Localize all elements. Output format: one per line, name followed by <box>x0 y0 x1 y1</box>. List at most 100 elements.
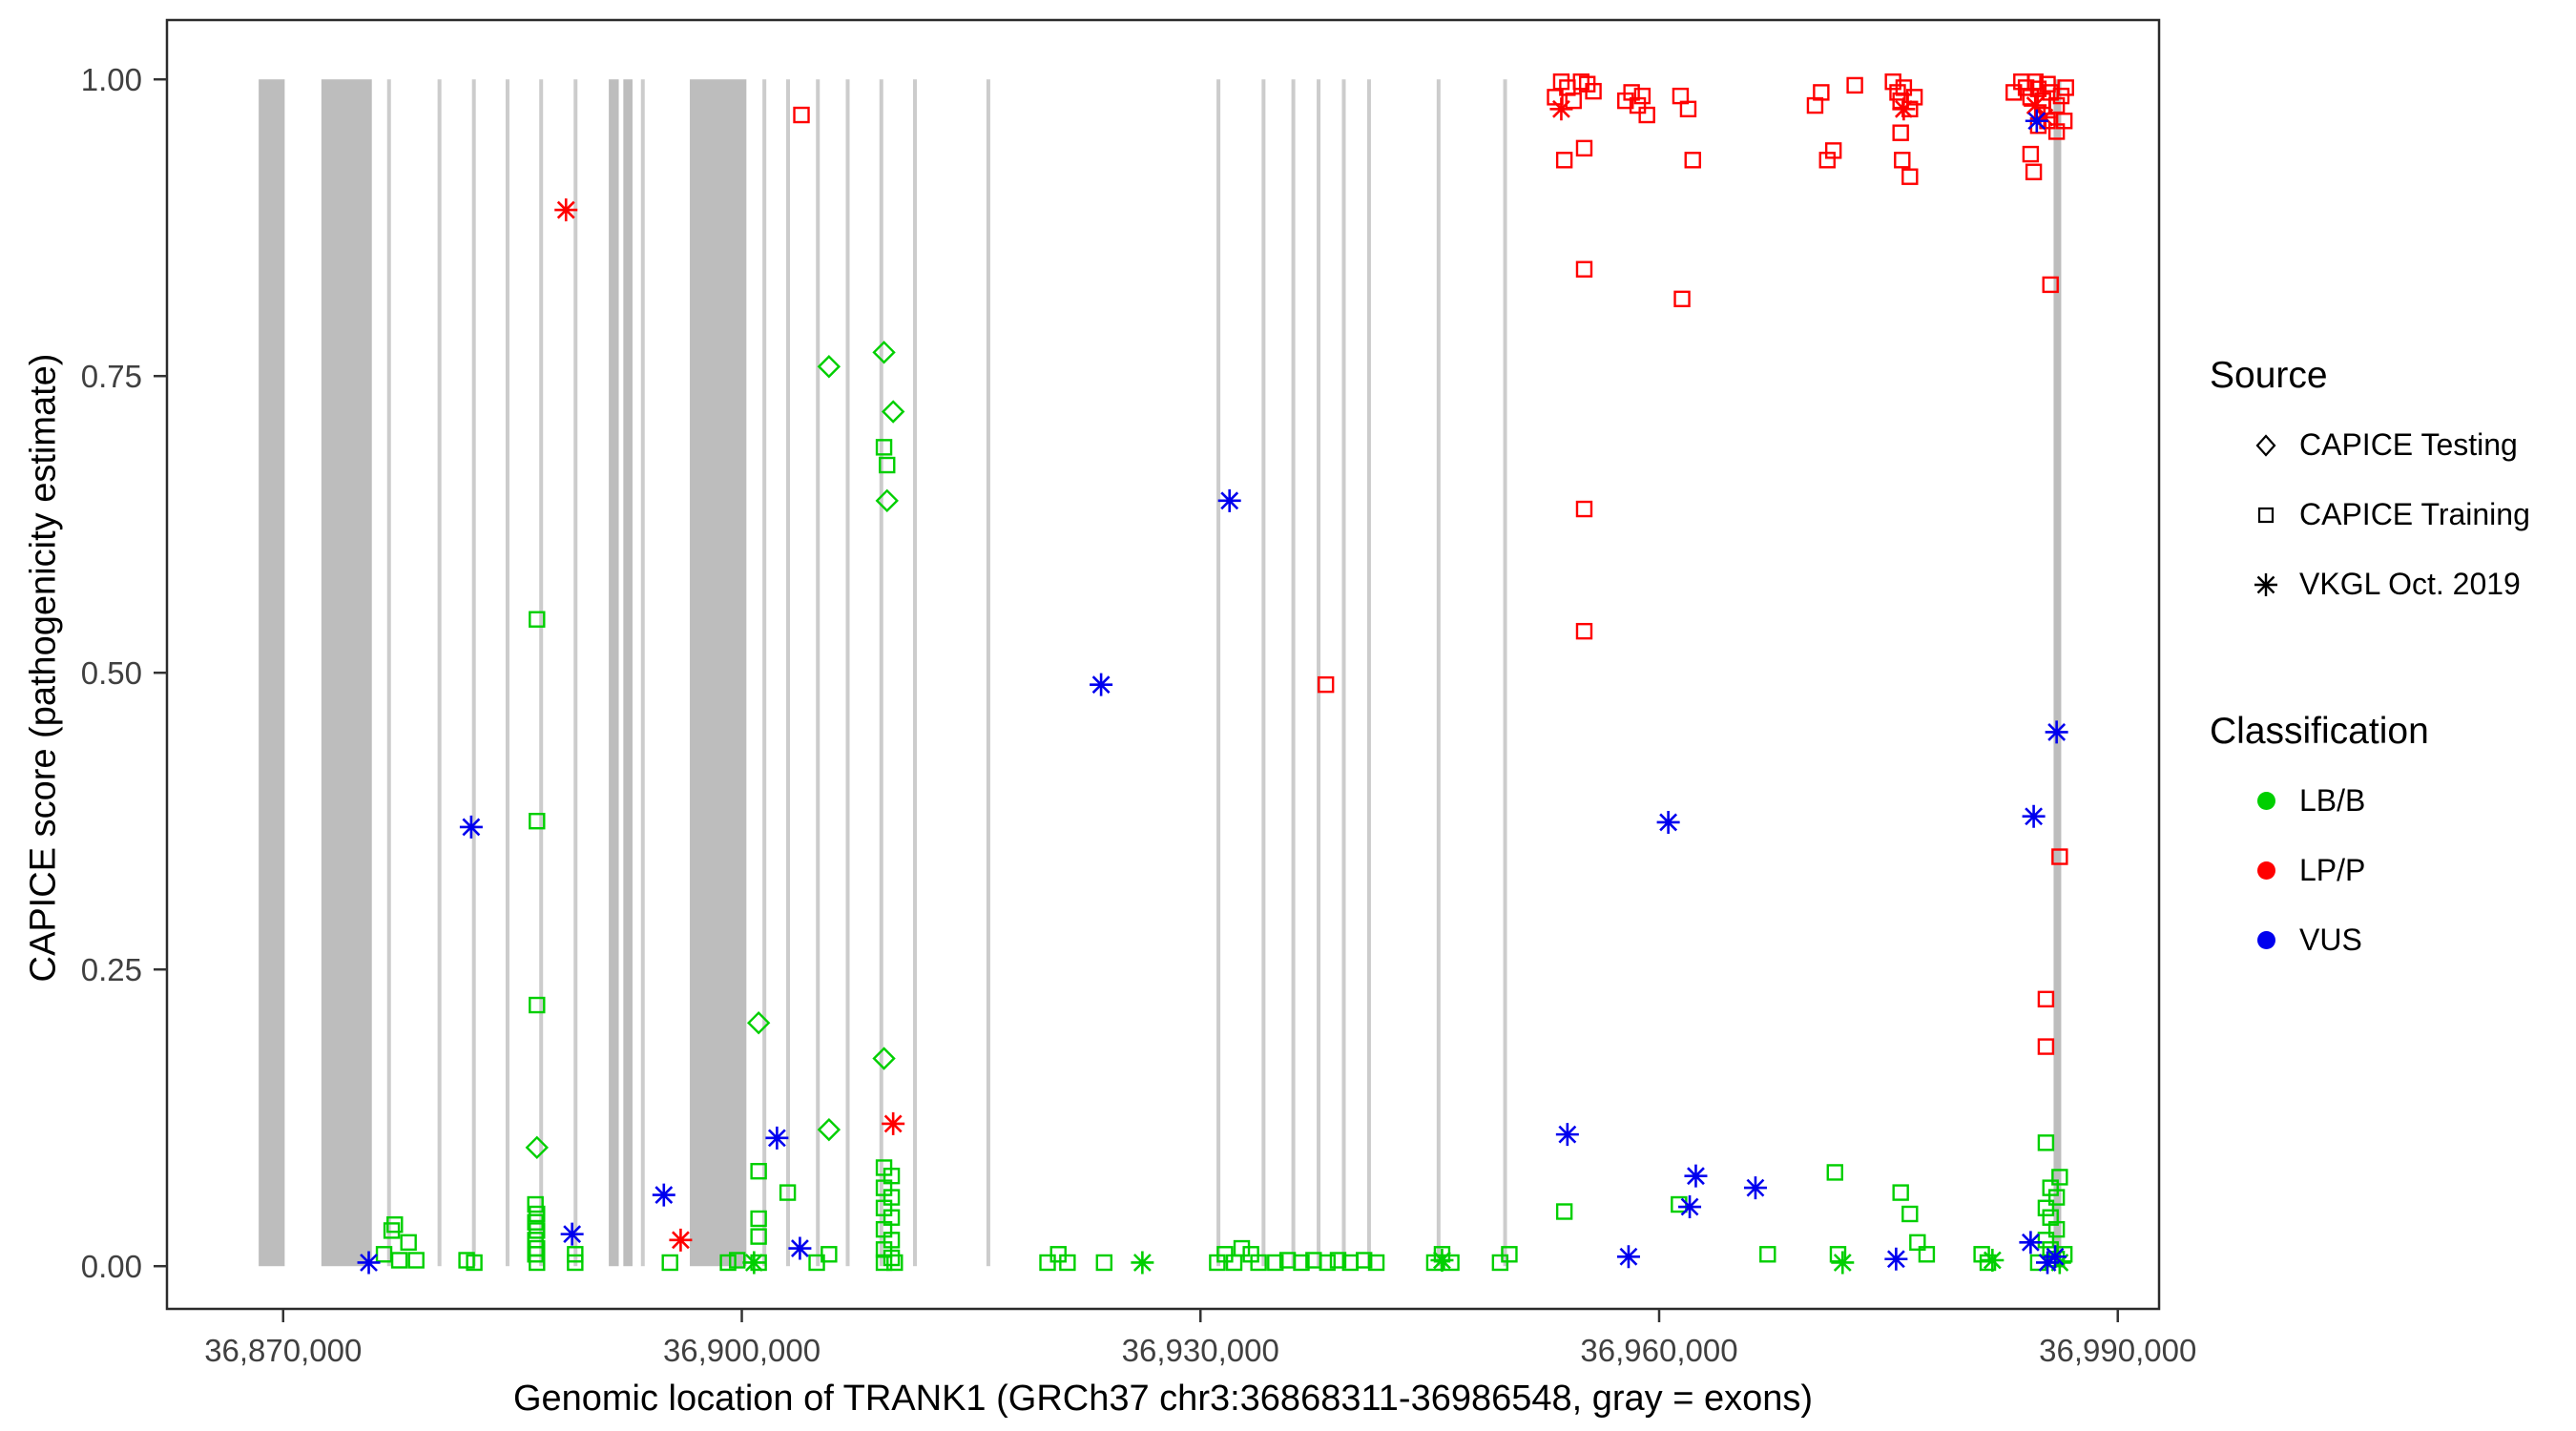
exon-band <box>1503 79 1507 1267</box>
data-point-square <box>529 813 546 830</box>
data-point-square <box>719 1254 737 1272</box>
data-point-square <box>2051 848 2068 865</box>
data-point-square <box>793 106 810 124</box>
data-point-square <box>1892 1184 1909 1201</box>
data-point-square <box>1233 1239 1251 1257</box>
data-point-square <box>529 1254 546 1272</box>
data-point-square <box>567 1246 584 1263</box>
exon-band <box>816 79 821 1267</box>
data-point-asterisk <box>882 1111 905 1135</box>
exon-band <box>259 79 285 1267</box>
data-point-asterisk <box>765 1126 789 1150</box>
data-point-square <box>2029 80 2047 97</box>
data-point-asterisk <box>2019 1231 2043 1255</box>
data-point-asterisk <box>1616 1245 1640 1269</box>
data-point-square <box>2047 1189 2066 1206</box>
data-point-asterisk <box>1678 1195 1702 1219</box>
data-point-square <box>1267 1254 1284 1272</box>
data-point-square <box>2017 79 2035 96</box>
data-point-asterisk <box>554 198 578 222</box>
lpp-dot-icon <box>2256 861 2275 880</box>
data-point-square <box>1679 100 1697 118</box>
legend-label: LP/P <box>2299 853 2366 887</box>
legend-item-vkgl: VKGL Oct. 2019 <box>2210 550 2572 619</box>
data-point-square <box>1759 1246 1776 1263</box>
exon-band <box>1366 79 1371 1267</box>
data-point-square <box>1884 73 1901 91</box>
data-point-square <box>529 611 546 628</box>
x-tick-label: 36,870,000 <box>204 1333 362 1368</box>
y-tick-label: 0.50 <box>81 655 142 691</box>
x-tick-label: 36,990,000 <box>2039 1333 2196 1368</box>
data-point-asterisk <box>1743 1176 1767 1200</box>
exon-band <box>386 79 391 1267</box>
data-point-square <box>466 1254 483 1272</box>
data-point-diamond <box>872 341 896 364</box>
data-point-asterisk <box>1892 97 1916 121</box>
data-point-square <box>1824 142 1842 159</box>
data-point-square <box>2042 276 2059 294</box>
data-point-square <box>2037 1199 2055 1216</box>
data-point-asterisk <box>1549 97 1573 121</box>
exon-band <box>785 79 791 1267</box>
data-point-square <box>2037 1134 2055 1151</box>
data-point-asterisk <box>2024 93 2047 117</box>
exon-band <box>1261 79 1266 1267</box>
exon-band <box>623 79 633 1267</box>
y-axis-title: CAPICE score (pathogenicity estimate) <box>23 353 64 983</box>
legend-item-lbb: LB/B <box>2210 766 2572 836</box>
exon-band <box>986 79 990 1267</box>
data-point-square <box>1049 1246 1067 1263</box>
data-point-square <box>1039 1254 1056 1272</box>
lbb-dot-icon <box>2256 792 2275 810</box>
data-point-asterisk <box>2044 1245 2067 1269</box>
exon-band <box>879 79 883 1267</box>
data-point-asterisk <box>1656 810 1680 834</box>
data-point-square <box>1250 1254 1267 1272</box>
data-point-diamond <box>817 355 841 379</box>
legend-label: CAPICE Testing <box>2299 427 2518 462</box>
data-point-square <box>2037 990 2055 1008</box>
exon-band <box>437 79 442 1267</box>
data-point-square <box>661 1254 678 1272</box>
data-point-asterisk <box>2032 106 2056 130</box>
data-point-diamond <box>881 400 905 424</box>
data-point-square <box>2037 1038 2055 1055</box>
exon-band <box>539 79 544 1267</box>
data-point-asterisk <box>1090 673 1113 696</box>
legend-item-capice-testing: CAPICE Testing <box>2210 410 2572 480</box>
legend-spacer <box>2210 619 2572 711</box>
exon-band <box>609 79 619 1267</box>
data-point-square <box>1319 1254 1336 1272</box>
x-tick-label: 36,930,000 <box>1122 1333 1279 1368</box>
exon-band <box>1436 79 1441 1267</box>
legend-label: LB/B <box>2299 783 2366 818</box>
data-point-asterisk <box>1217 488 1241 512</box>
exon-band <box>1317 79 1321 1267</box>
data-point-square <box>1909 1234 1926 1252</box>
legend-label: VKGL Oct. 2019 <box>2299 567 2521 601</box>
data-point-asterisk <box>1430 1249 1454 1272</box>
y-tick-label: 0.25 <box>81 952 142 987</box>
data-point-square <box>750 1210 767 1228</box>
data-point-square <box>1894 152 1911 169</box>
data-point-square <box>1585 82 1602 100</box>
vus-dot-icon <box>2256 931 2275 949</box>
data-point-square <box>383 1222 401 1239</box>
data-point-asterisk <box>560 1222 584 1246</box>
data-point-square <box>1225 1254 1243 1272</box>
data-point-square <box>400 1234 417 1252</box>
exon-band <box>1291 79 1296 1267</box>
exon-band <box>690 79 747 1267</box>
data-point-square <box>1813 84 1830 101</box>
data-point-square <box>886 1254 904 1272</box>
data-point-square <box>407 1252 425 1269</box>
data-point-square <box>1367 1254 1385 1272</box>
data-point-square <box>1901 1205 1919 1223</box>
data-point-square <box>808 1254 825 1272</box>
data-point-square <box>1059 1254 1076 1272</box>
data-point-square <box>1892 124 1909 141</box>
data-point-square <box>527 1213 544 1231</box>
data-point-square <box>1095 1254 1113 1272</box>
data-point-square <box>1555 1203 1573 1220</box>
